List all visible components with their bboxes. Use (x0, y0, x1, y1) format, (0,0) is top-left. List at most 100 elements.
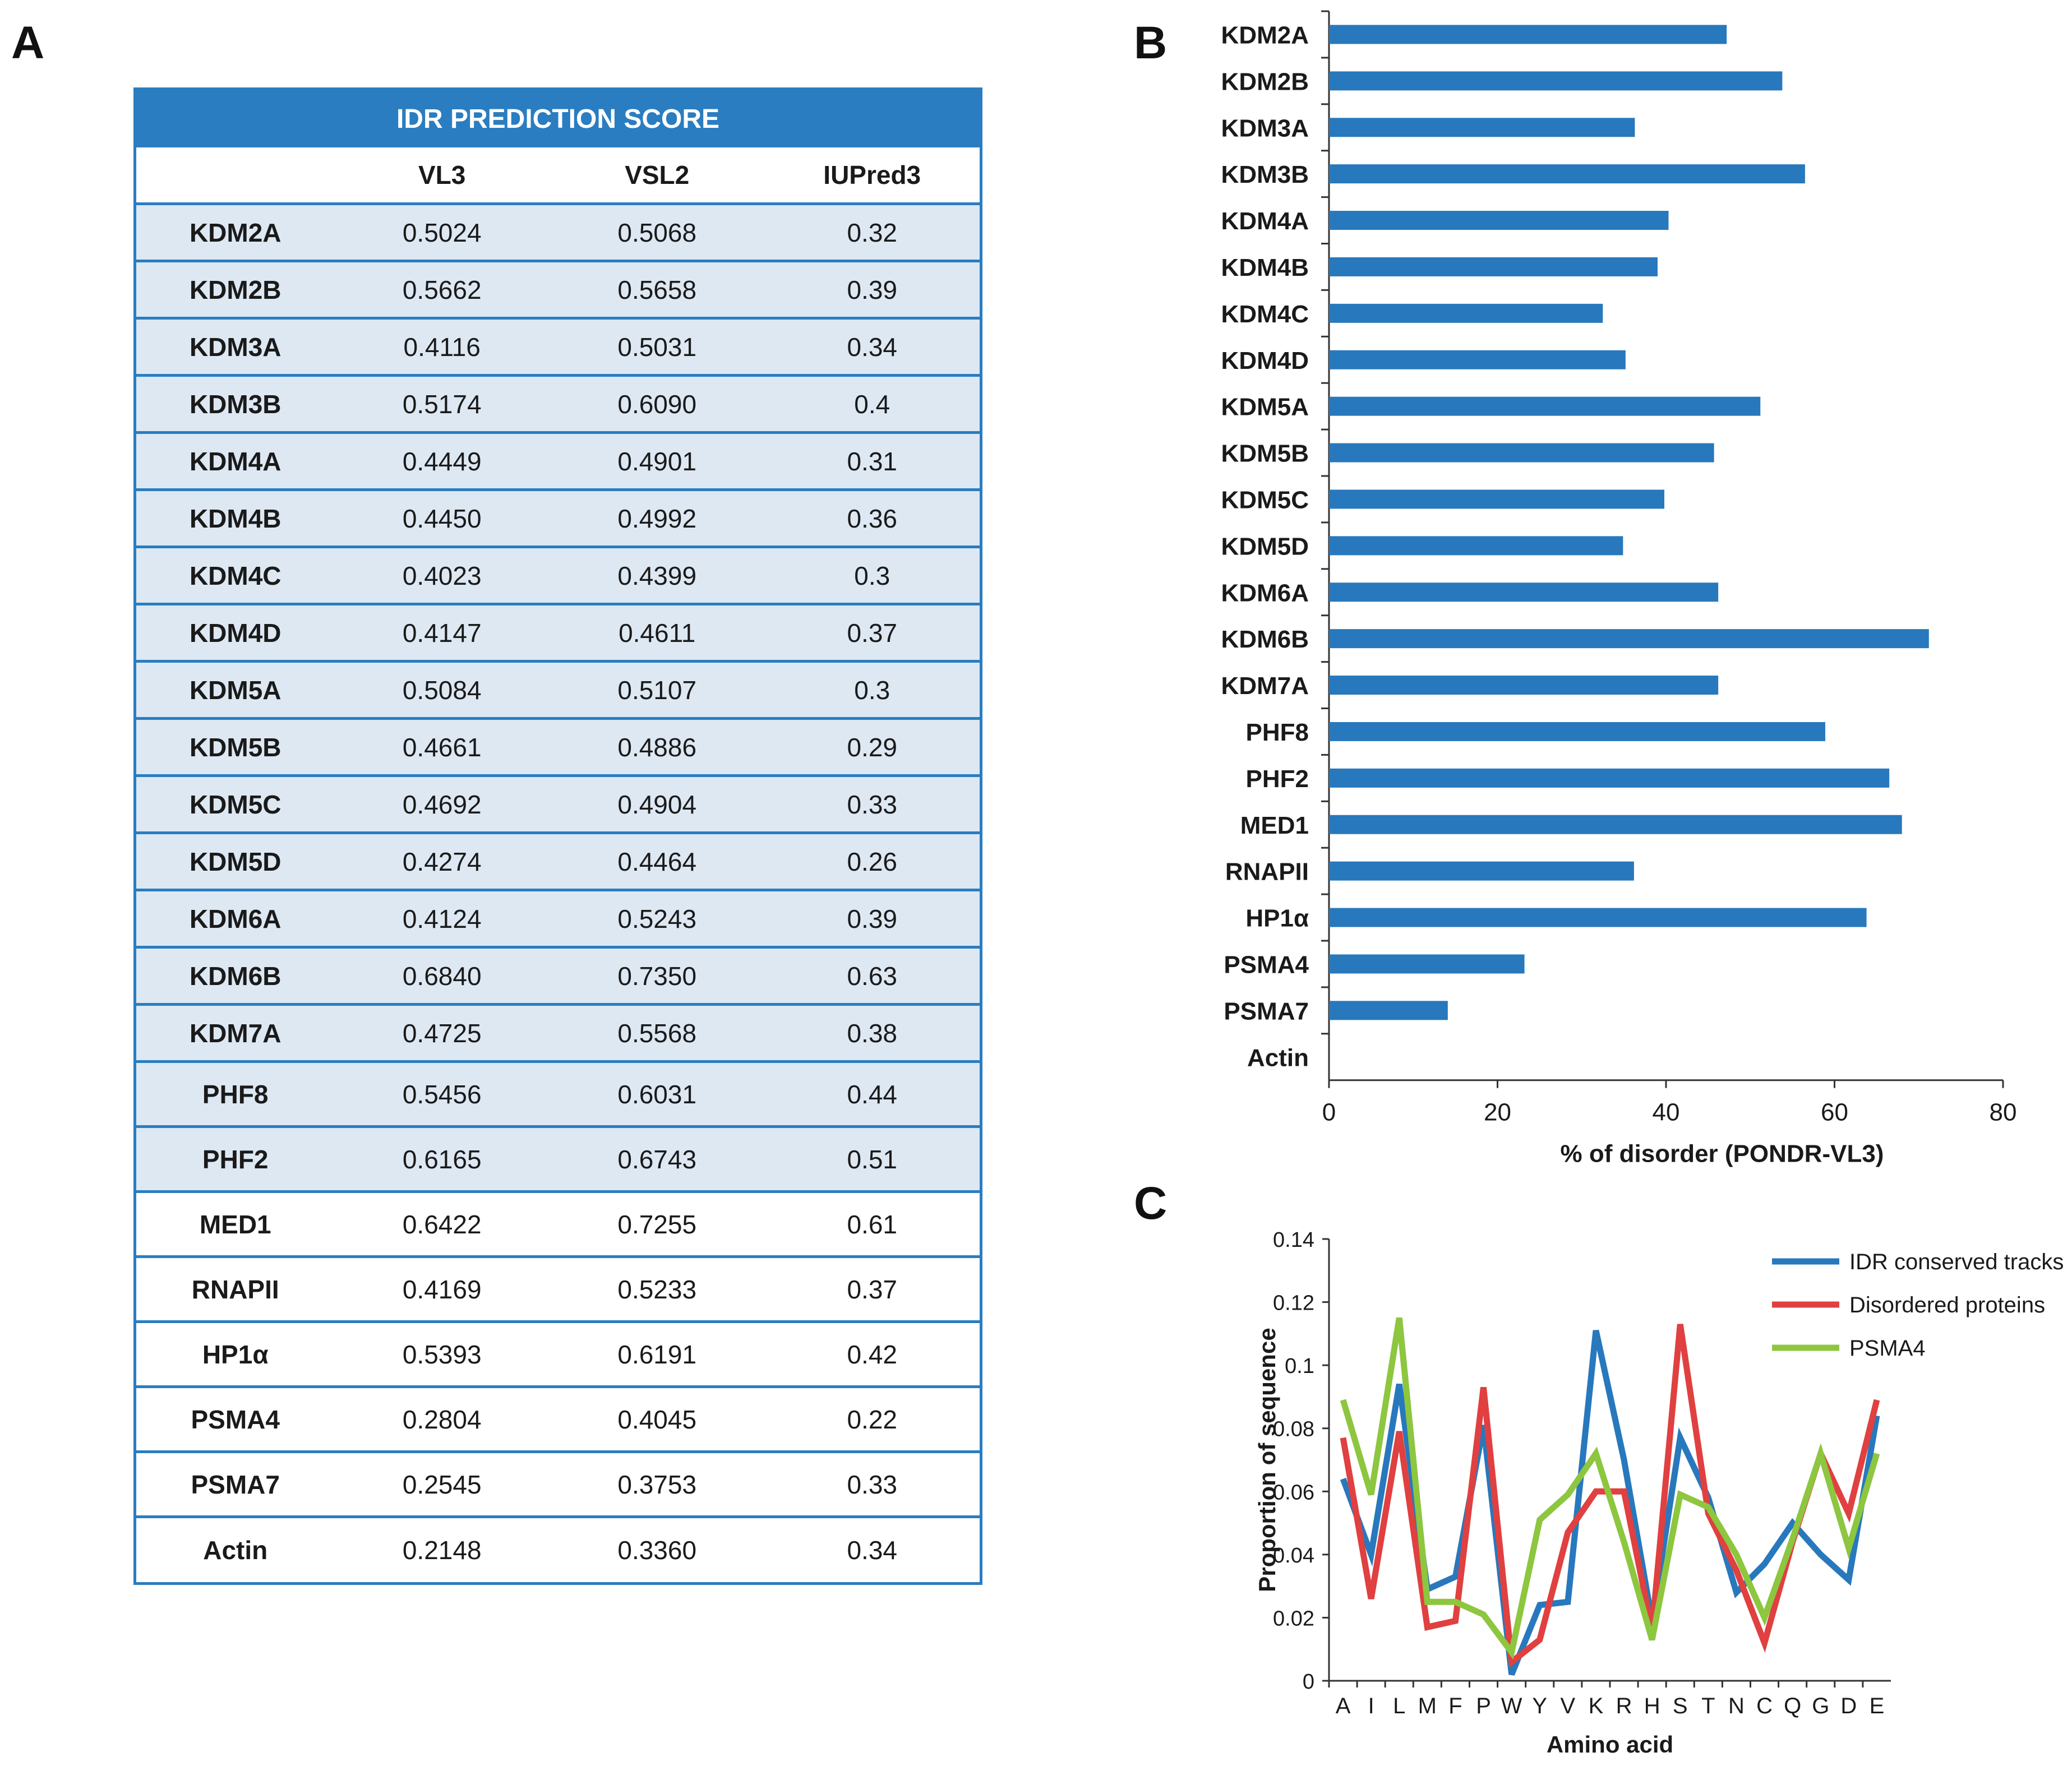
series-line-0 (1340, 1330, 1880, 1676)
x-axis-title: % of disorder (PONDR-VL3) (1561, 1140, 1884, 1168)
iupred3-cell: 0.34 (764, 1517, 980, 1582)
bar-med1 (1329, 815, 1902, 834)
name-cell: PSMA7 (136, 1451, 335, 1518)
bar-kdm6b (1329, 629, 1929, 649)
x-tick-label: C (1756, 1694, 1773, 1718)
table-row: KDM5B 0.4661 0.4886 0.29 (136, 718, 980, 777)
name-cell: KDM4C (136, 547, 335, 605)
name-cell: HP1α (136, 1321, 335, 1388)
vsl2-cell: 0.6090 (549, 375, 765, 434)
category-label: HP1α (1245, 905, 1309, 932)
vl3-cell: 0.2148 (334, 1517, 550, 1582)
vl3-cell: 0.4661 (334, 718, 550, 777)
vsl2-cell: 0.3360 (549, 1517, 765, 1582)
table-row: RNAPII 0.4169 0.5233 0.37 (136, 1256, 980, 1323)
x-tick-label: F (1448, 1694, 1462, 1718)
bar-kdm3a (1329, 118, 1635, 137)
name-cell: KDM4B (136, 489, 335, 548)
x-tick-label: P (1476, 1694, 1491, 1718)
table-row: Actin 0.2148 0.3360 0.34 (136, 1517, 980, 1582)
bar-kdm5d (1329, 536, 1623, 556)
vsl2-cell: 0.4904 (549, 775, 765, 834)
bar-kdm2a (1329, 25, 1727, 44)
iupred3-cell: 0.3 (764, 547, 980, 605)
name-cell: PSMA4 (136, 1386, 335, 1453)
bar-kdm5c (1329, 489, 1664, 509)
table-row: KDM6A 0.4124 0.5243 0.39 (136, 890, 980, 949)
vl3-cell: 0.5084 (334, 661, 550, 720)
bar-kdm7a (1329, 676, 1719, 695)
bar-psma4 (1329, 954, 1525, 974)
category-label: KDM2B (1221, 68, 1309, 95)
iupred3-cell: 0.37 (764, 1256, 980, 1323)
x-axis-title: Amino acid (1547, 1731, 1673, 1758)
x-tick-label: T (1701, 1694, 1715, 1718)
y-axis-title: Proportion of sequence (1254, 1328, 1280, 1592)
x-tick-label: H (1644, 1694, 1660, 1718)
name-cell: KDM2A (136, 204, 335, 262)
table-row: KDM4D 0.4147 0.4611 0.37 (136, 604, 980, 663)
category-label: KDM5D (1221, 533, 1309, 560)
iupred3-cell: 0.29 (764, 718, 980, 777)
vl3-cell: 0.6840 (334, 947, 550, 1006)
vl3-cell: 0.2545 (334, 1451, 550, 1518)
iupred3-cell: 0.61 (764, 1191, 980, 1258)
iupred3-cell: 0.31 (764, 432, 980, 491)
vsl2-cell: 0.5068 (549, 204, 765, 262)
y-tick-label: 0.14 (1273, 1228, 1314, 1252)
vsl2-cell: 0.4045 (549, 1386, 765, 1453)
column-header-iupred3: IUPred3 (764, 147, 980, 205)
y-tick-label: 0.06 (1273, 1481, 1314, 1504)
iupred3-cell: 0.63 (764, 947, 980, 1006)
vl3-cell: 0.5456 (334, 1061, 550, 1128)
name-cell: KDM2B (136, 261, 335, 320)
vsl2-cell: 0.7350 (549, 947, 765, 1006)
category-label: PSMA4 (1224, 951, 1309, 978)
vsl2-cell: 0.4399 (549, 547, 765, 605)
bar-kdm5a (1329, 396, 1761, 416)
vsl2-cell: 0.5031 (549, 318, 765, 377)
y-tick-label: 0 (1303, 1670, 1314, 1694)
iupred3-cell: 0.36 (764, 489, 980, 548)
category-label: KDM6A (1221, 579, 1309, 607)
iupred3-cell: 0.44 (764, 1061, 980, 1128)
bar-kdm6a (1329, 582, 1719, 602)
x-tick-label: 80 (1990, 1099, 2017, 1126)
table-row: KDM5C 0.4692 0.4904 0.33 (136, 775, 980, 834)
table-title: IDR PREDICTION SCORE (136, 90, 980, 147)
bar-rnapii (1329, 861, 1634, 881)
category-label: RNAPII (1225, 858, 1309, 886)
table-row: PHF8 0.5456 0.6031 0.44 (136, 1061, 980, 1128)
vsl2-cell: 0.5243 (549, 890, 765, 949)
iupred3-cell: 0.39 (764, 890, 980, 949)
x-tick-label: W (1501, 1694, 1522, 1718)
vl3-cell: 0.5393 (334, 1321, 550, 1388)
iupred3-cell: 0.22 (764, 1386, 980, 1453)
name-cell: MED1 (136, 1191, 335, 1258)
bar-kdm4d (1329, 350, 1626, 369)
vl3-cell: 0.4124 (334, 890, 550, 949)
vsl2-cell: 0.3753 (549, 1451, 765, 1518)
vsl2-cell: 0.5568 (549, 1004, 765, 1063)
x-tick-label: 60 (1821, 1099, 1848, 1126)
iupred3-cell: 0.33 (764, 1451, 980, 1518)
category-label: KDM5B (1221, 440, 1309, 468)
legend-label-0: IDR conserved tracks (1849, 1250, 2064, 1274)
vsl2-cell: 0.7255 (549, 1191, 765, 1258)
legend-label-1: Disordered proteins (1849, 1293, 2045, 1317)
name-cell: KDM6B (136, 947, 335, 1006)
table-row: KDM4C 0.4023 0.4399 0.3 (136, 547, 980, 605)
column-header-vsl2: VSL2 (549, 147, 765, 205)
x-tick-label: R (1616, 1694, 1632, 1718)
table-row: MED1 0.6422 0.7255 0.61 (136, 1191, 980, 1258)
table-row: PSMA4 0.2804 0.4045 0.22 (136, 1386, 980, 1453)
name-cell: KDM5C (136, 775, 335, 834)
iupred3-cell: 0.33 (764, 775, 980, 834)
x-tick-label: M (1418, 1694, 1437, 1718)
column-header-name (136, 147, 335, 205)
table-row: HP1α 0.5393 0.6191 0.42 (136, 1321, 980, 1388)
bar-kdm4a (1329, 211, 1669, 230)
bar-kdm5b (1329, 443, 1714, 463)
category-label: KDM5A (1221, 394, 1309, 421)
table-row: PSMA7 0.2545 0.3753 0.33 (136, 1451, 980, 1518)
